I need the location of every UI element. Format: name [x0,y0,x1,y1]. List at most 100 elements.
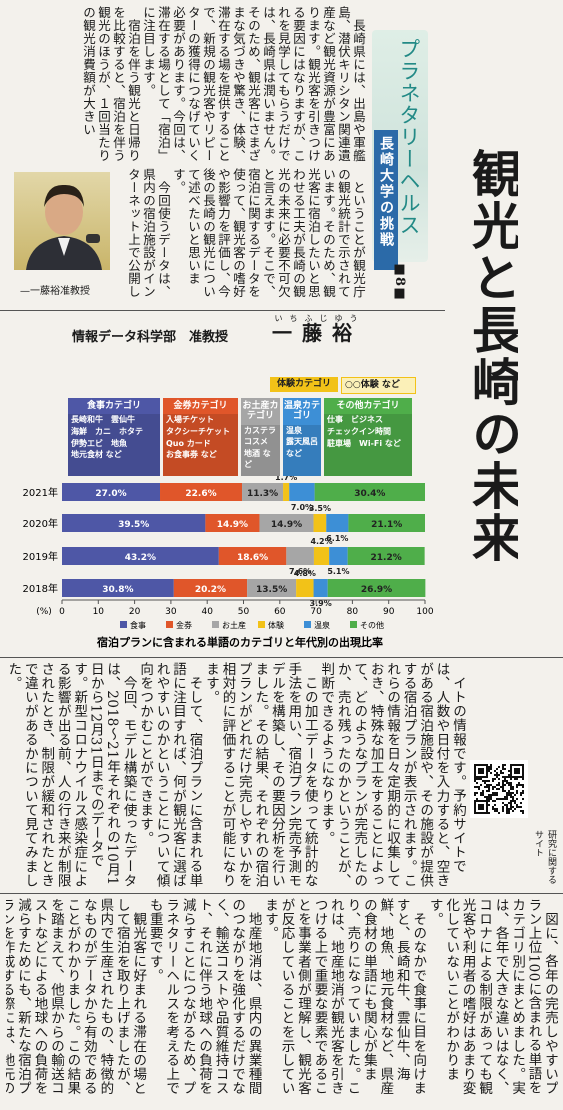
qr-module [508,776,510,778]
bar-segment [286,547,314,565]
qr-module [506,798,508,800]
qr-module [494,786,496,788]
value-label: 26.9% [361,585,392,595]
legend-label: 金券 [176,620,192,630]
qr-module [480,806,482,808]
qr-module [494,778,496,780]
qr-module [474,800,476,802]
value-label: 30.4% [354,489,385,499]
qr-module [510,802,512,804]
bar-segment [348,514,425,532]
value-label: 39.5% [118,520,149,530]
value-label: 21.2% [371,553,402,563]
x-tick-label: 80 [347,607,359,617]
qr-module [486,776,488,778]
qr-module [490,794,492,796]
qr-module [522,786,524,788]
qr-module [480,808,482,810]
qr-module [510,772,512,774]
qr-module [510,766,512,768]
qr-module [516,784,518,786]
qr-module [506,776,508,778]
bar-segment [62,547,219,565]
qr-module [516,786,518,788]
qr-module [502,782,504,784]
qr-module [486,774,488,776]
qr-module [486,802,488,804]
value-label: 4.8% [294,569,316,578]
bar-segment [313,547,330,565]
category-box: お土産カテゴリ カステラ コスメ 地酒 など [241,398,280,476]
qr-module [484,812,486,814]
divider [0,893,563,894]
qr-module [478,786,480,788]
qr-module [518,770,520,772]
qr-module [484,764,486,766]
qr-module [498,788,500,790]
legend-swatch [120,621,127,628]
qr-module [506,794,508,796]
qr-module [476,778,478,780]
qr-module [492,794,494,796]
divider [0,310,445,311]
qr-module [478,772,480,774]
qr-module [480,794,482,796]
photo-caption: —一藤裕准教授 [20,286,90,297]
qr-module [502,776,504,778]
qr-module [478,800,480,802]
qr-module [510,806,512,808]
paragraph: この加工データを使って統計的な手法を用い、宿泊プラン完売予測モデルを構築し、その… [202,662,318,888]
qr-module [490,796,492,798]
qr-module [476,800,478,802]
bar-segment [205,514,260,532]
paragraph: 観光客に好まれる滞在の場として宿泊を取り上げましたが、県内で生産されたもの、特徴… [6,898,147,1096]
qr-module [512,776,514,778]
qr-module [506,806,508,808]
qr-module [522,810,524,812]
qr-module [510,794,512,796]
qr-module [494,794,496,796]
qr-module [522,798,524,800]
qr-module [476,786,478,788]
qr-module [474,812,476,814]
qr-module [474,764,476,766]
qr-module [518,772,520,774]
author-name: 一藤いちふじ裕ゆう [272,314,362,346]
qr-module [494,804,496,806]
qr-module [508,802,510,804]
qr-module [488,790,490,792]
qr-module [490,772,492,774]
qr-module [488,812,490,814]
qr-module [510,800,512,802]
qr-module [518,784,520,786]
qr-module [522,792,524,794]
qr-module [496,768,498,770]
qr-module [478,778,480,780]
qr-module [498,798,500,800]
qr-module [506,812,508,814]
qr-module [474,768,476,770]
category-title: 温泉カテゴリ [284,401,321,422]
qr-module [490,766,492,768]
qr-module [502,788,504,790]
paragraph: イトの情報です。予約サイトでは、人数や日付を入力すると、空きがある宿泊施設や、そ… [318,662,466,888]
qr-module [492,792,494,794]
qr-module [514,776,516,778]
qr-module [510,764,512,766]
qr-module [478,812,480,814]
paragraph: 地産地消は、県内の異業種間のつながりを強化するだけでなく、輸送コストや品質維持コ… [146,898,262,1096]
qr-module [474,786,476,788]
qr-module [502,790,504,792]
qr-module [486,772,488,774]
qr-module [504,784,506,786]
qr-module [508,770,510,772]
qr-module [504,796,506,798]
qr-module [476,776,478,778]
qr-module [478,770,480,772]
bar-segment [62,514,206,532]
qr-module [502,808,504,810]
qr-module [506,782,508,784]
qr-module [504,780,506,782]
author-photo [14,172,110,270]
qr-module [522,778,524,780]
